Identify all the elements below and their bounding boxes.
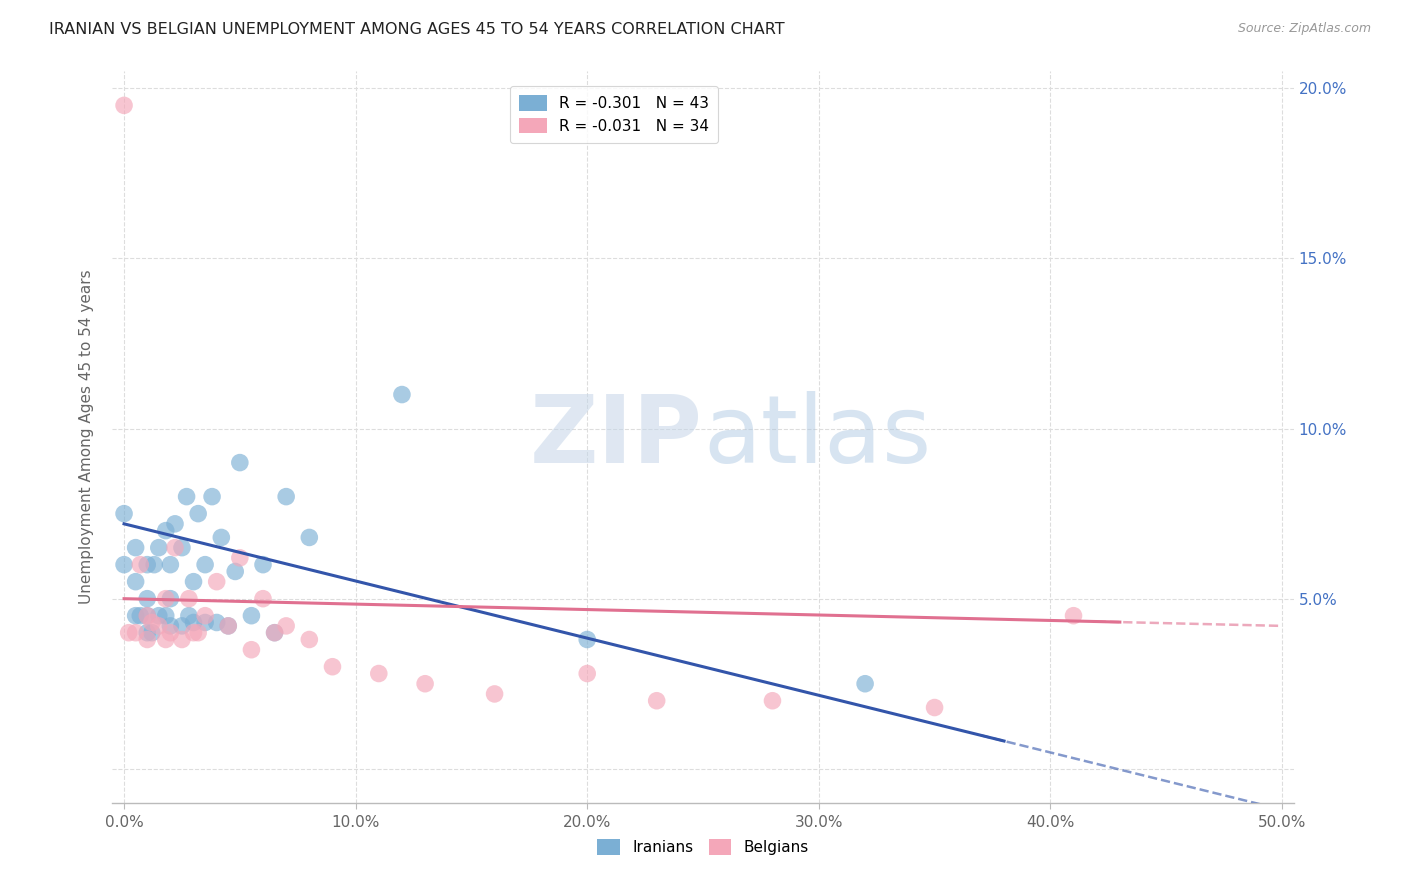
Point [124,541,146,555]
Point [276,490,298,504]
Point [141,625,163,640]
Point [170,619,193,633]
Point [118,625,141,640]
Point [194,558,217,572]
Point [177,591,200,606]
Point [484,687,506,701]
Point [141,615,163,630]
Point [136,591,159,606]
Point [576,632,599,647]
Point [276,619,298,633]
Point [252,558,274,572]
Point [321,659,343,673]
Point [645,694,668,708]
Point [155,524,177,538]
Text: ZIP: ZIP [530,391,703,483]
Point [136,625,159,640]
Point [205,574,228,589]
Point [576,666,599,681]
Point [229,550,252,565]
Point [217,619,239,633]
Text: Source: ZipAtlas.com: Source: ZipAtlas.com [1237,22,1371,36]
Point [224,565,246,579]
Point [112,558,135,572]
Point [924,700,946,714]
Point [413,677,436,691]
Point [194,608,217,623]
Point [159,619,181,633]
Point [124,574,146,589]
Point [124,625,146,640]
Legend: Iranians, Belgians: Iranians, Belgians [591,833,815,861]
Point [217,619,239,633]
Point [209,531,232,545]
Y-axis label: Unemployment Among Ages 45 to 54 years: Unemployment Among Ages 45 to 54 years [79,269,94,605]
Point [263,625,285,640]
Point [201,490,224,504]
Point [298,531,321,545]
Point [367,666,389,681]
Point [176,490,198,504]
Point [252,591,274,606]
Point [136,558,159,572]
Point [155,591,177,606]
Point [183,625,205,640]
Text: IRANIAN VS BELGIAN UNEMPLOYMENT AMONG AGES 45 TO 54 YEARS CORRELATION CHART: IRANIAN VS BELGIAN UNEMPLOYMENT AMONG AG… [49,22,785,37]
Point [148,541,170,555]
Point [187,625,209,640]
Point [129,608,152,623]
Point [148,619,170,633]
Point [143,558,166,572]
Point [205,615,228,630]
Point [263,625,285,640]
Point [391,387,413,401]
Point [112,507,135,521]
Point [155,608,177,623]
Point [1063,608,1085,623]
Point [170,632,193,647]
Point [136,608,159,623]
Text: atlas: atlas [703,391,931,483]
Point [240,642,263,657]
Point [170,541,193,555]
Point [761,694,783,708]
Point [129,558,152,572]
Point [229,456,252,470]
Point [124,608,146,623]
Point [298,632,321,647]
Point [194,615,217,630]
Point [155,632,177,647]
Point [163,541,186,555]
Point [159,591,181,606]
Point [177,608,200,623]
Point [853,677,876,691]
Point [136,632,159,647]
Point [183,574,205,589]
Point [183,615,205,630]
Point [112,98,135,112]
Point [159,558,181,572]
Point [159,625,181,640]
Point [240,608,263,623]
Point [163,516,186,531]
Point [148,608,170,623]
Point [136,608,159,623]
Point [187,507,209,521]
